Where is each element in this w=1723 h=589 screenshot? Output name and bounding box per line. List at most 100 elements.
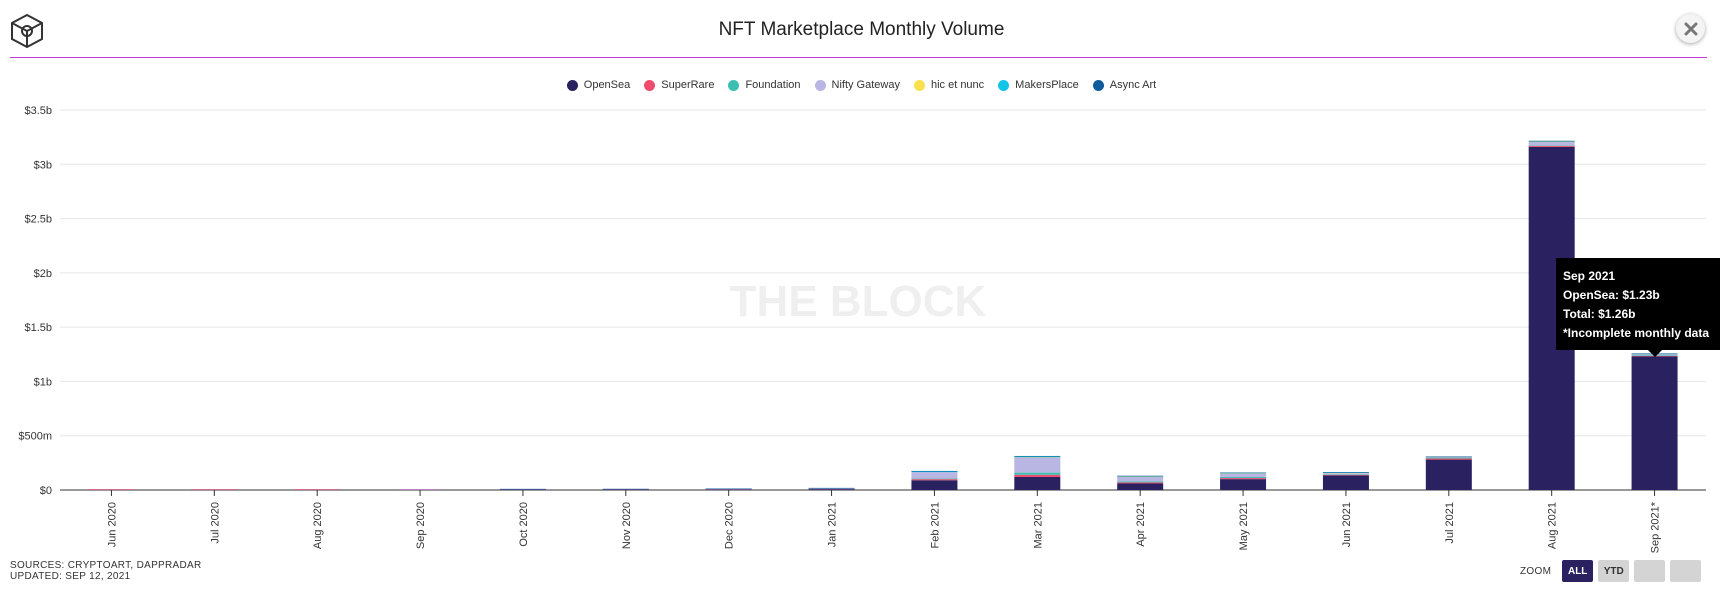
x-tick-label: Apr 2021 — [1135, 502, 1147, 547]
bar-segment[interactable] — [1322, 472, 1369, 473]
close-button[interactable] — [1676, 14, 1705, 43]
bar-segment[interactable] — [602, 488, 649, 490]
x-tick-label: Jun 2021 — [1341, 502, 1353, 547]
bar-segment[interactable] — [911, 479, 958, 481]
bar-segment[interactable] — [1117, 476, 1164, 477]
y-tick-label: $3b — [34, 159, 52, 171]
bar-segment[interactable] — [1322, 474, 1369, 476]
y-tick-label: $3.5b — [24, 105, 52, 117]
y-tick-label: $0 — [40, 485, 52, 497]
bar-segment[interactable] — [1425, 458, 1472, 460]
bar-segment[interactable] — [1425, 459, 1472, 490]
page-title: NFT Marketplace Monthly Volume — [718, 19, 1005, 40]
x-tick-label: Jan 2021 — [827, 502, 839, 547]
legend-item[interactable]: Foundation — [728, 79, 801, 91]
bar-segment[interactable] — [1117, 482, 1164, 484]
legend-item[interactable]: OpenSea — [566, 79, 631, 91]
bar-segment[interactable] — [1014, 455, 1061, 457]
bar-segment[interactable] — [911, 478, 958, 480]
bar-segment[interactable] — [1220, 472, 1267, 474]
bar-segment[interactable] — [1528, 142, 1575, 146]
bar-segment[interactable] — [1528, 145, 1575, 147]
bar-segment[interactable] — [705, 488, 752, 490]
bar-segment[interactable] — [1014, 457, 1061, 473]
bar-segment[interactable] — [808, 487, 855, 489]
zoom-button-3[interactable] — [1634, 560, 1666, 582]
tooltip-total: Total: $1.26b — [1563, 307, 1636, 321]
bar-segment[interactable] — [1014, 474, 1061, 477]
bar-segment[interactable] — [1528, 140, 1575, 142]
bar-segment[interactable] — [1220, 473, 1267, 474]
bar-segment[interactable] — [1425, 457, 1472, 459]
bar-segment[interactable] — [1014, 472, 1061, 475]
bar-segment[interactable] — [191, 489, 238, 490]
zoom-controls: ZOOM ALL YTD — [1520, 560, 1702, 582]
bar-segment[interactable] — [705, 489, 752, 490]
bar-segment[interactable] — [1220, 473, 1267, 477]
y-tick-label: $2b — [34, 268, 52, 280]
legend-label: Nifty Gateway — [831, 79, 900, 91]
bar-segment[interactable] — [602, 489, 649, 490]
bar-segment[interactable] — [911, 471, 958, 473]
x-tick-label: May 2021 — [1238, 502, 1250, 550]
y-tick-label: $2.5b — [24, 214, 52, 226]
bar-segment[interactable] — [499, 488, 546, 490]
legend-item[interactable]: Nifty Gateway — [814, 79, 900, 91]
legend-dot-icon — [644, 79, 656, 91]
bar-segment[interactable] — [808, 488, 855, 489]
bar-segment[interactable] — [1117, 475, 1164, 477]
zoom-ytd-button[interactable]: YTD — [1598, 560, 1630, 582]
bar-segment[interactable] — [1117, 481, 1164, 483]
x-tick-label: Jul 2021 — [1444, 502, 1456, 544]
zoom-label: ZOOM — [1520, 565, 1552, 577]
bar-segment[interactable] — [1014, 476, 1061, 490]
legend-label: OpenSea — [583, 79, 631, 91]
updated-text: UPDATED: SEP 12, 2021 — [10, 571, 131, 582]
chart-legend: OpenSea SuperRare Foundation Nifty Gateway h… — [0, 79, 1723, 91]
legend-item[interactable]: SuperRare — [644, 79, 714, 91]
bar-segment[interactable] — [911, 470, 958, 472]
bar-segment[interactable] — [1528, 141, 1575, 142]
x-tick-label: Oct 2020 — [518, 502, 530, 547]
legend-label: Foundation — [745, 79, 801, 91]
bar-segment[interactable] — [1322, 474, 1369, 475]
bar-segment[interactable] — [911, 472, 958, 479]
legend-item[interactable]: hic et nunc — [913, 79, 985, 91]
zoom-button-4[interactable] — [1670, 560, 1702, 582]
legend-label: hic et nunc — [930, 79, 985, 91]
y-tick-label: $1b — [34, 376, 52, 388]
bar-segment[interactable] — [1528, 141, 1575, 143]
legend-label: Async Art — [1109, 79, 1157, 91]
legend-label: SuperRare — [661, 79, 715, 91]
x-tick-label: Sep 2020 — [415, 502, 427, 549]
bar-segment[interactable] — [1220, 476, 1267, 479]
bar-segment[interactable] — [88, 489, 135, 490]
bar-segment[interactable] — [294, 489, 341, 490]
legend-item[interactable]: Async Art — [1092, 79, 1157, 91]
the-block-logo-icon — [11, 13, 43, 49]
bar-segment[interactable] — [1220, 478, 1267, 480]
bar-segment[interactable] — [1014, 456, 1061, 458]
x-tick-label: Dec 2020 — [724, 502, 736, 549]
bar-segment[interactable] — [1528, 145, 1575, 146]
bar-segment[interactable] — [1117, 476, 1164, 477]
bar-segment[interactable] — [1425, 456, 1472, 458]
zoom-all-button[interactable]: ALL — [1562, 560, 1594, 582]
bar-segment[interactable] — [1117, 483, 1164, 490]
close-icon — [1684, 22, 1697, 35]
chart-sources: SOURCES: CRYPTOART, DAPPRADAR UPDATED: S… — [10, 560, 202, 582]
x-tick-label: Jun 2020 — [106, 502, 118, 547]
bar-segment[interactable] — [1322, 473, 1369, 475]
bar-segment[interactable] — [808, 489, 855, 490]
tooltip-opensea: OpenSea: $1.23b — [1563, 288, 1660, 302]
bar-segment[interactable] — [1425, 457, 1472, 459]
bar-segment[interactable] — [1117, 476, 1164, 482]
bar-segment[interactable] — [499, 489, 546, 490]
bar-segment[interactable] — [1322, 475, 1369, 490]
bar-segment[interactable] — [1220, 479, 1267, 490]
bar-segment[interactable] — [911, 480, 958, 490]
legend-item[interactable]: MakersPlace — [998, 79, 1079, 91]
bar-segment[interactable] — [397, 489, 444, 490]
legend-dot-icon — [728, 79, 740, 91]
bar-segment[interactable] — [1631, 356, 1678, 490]
